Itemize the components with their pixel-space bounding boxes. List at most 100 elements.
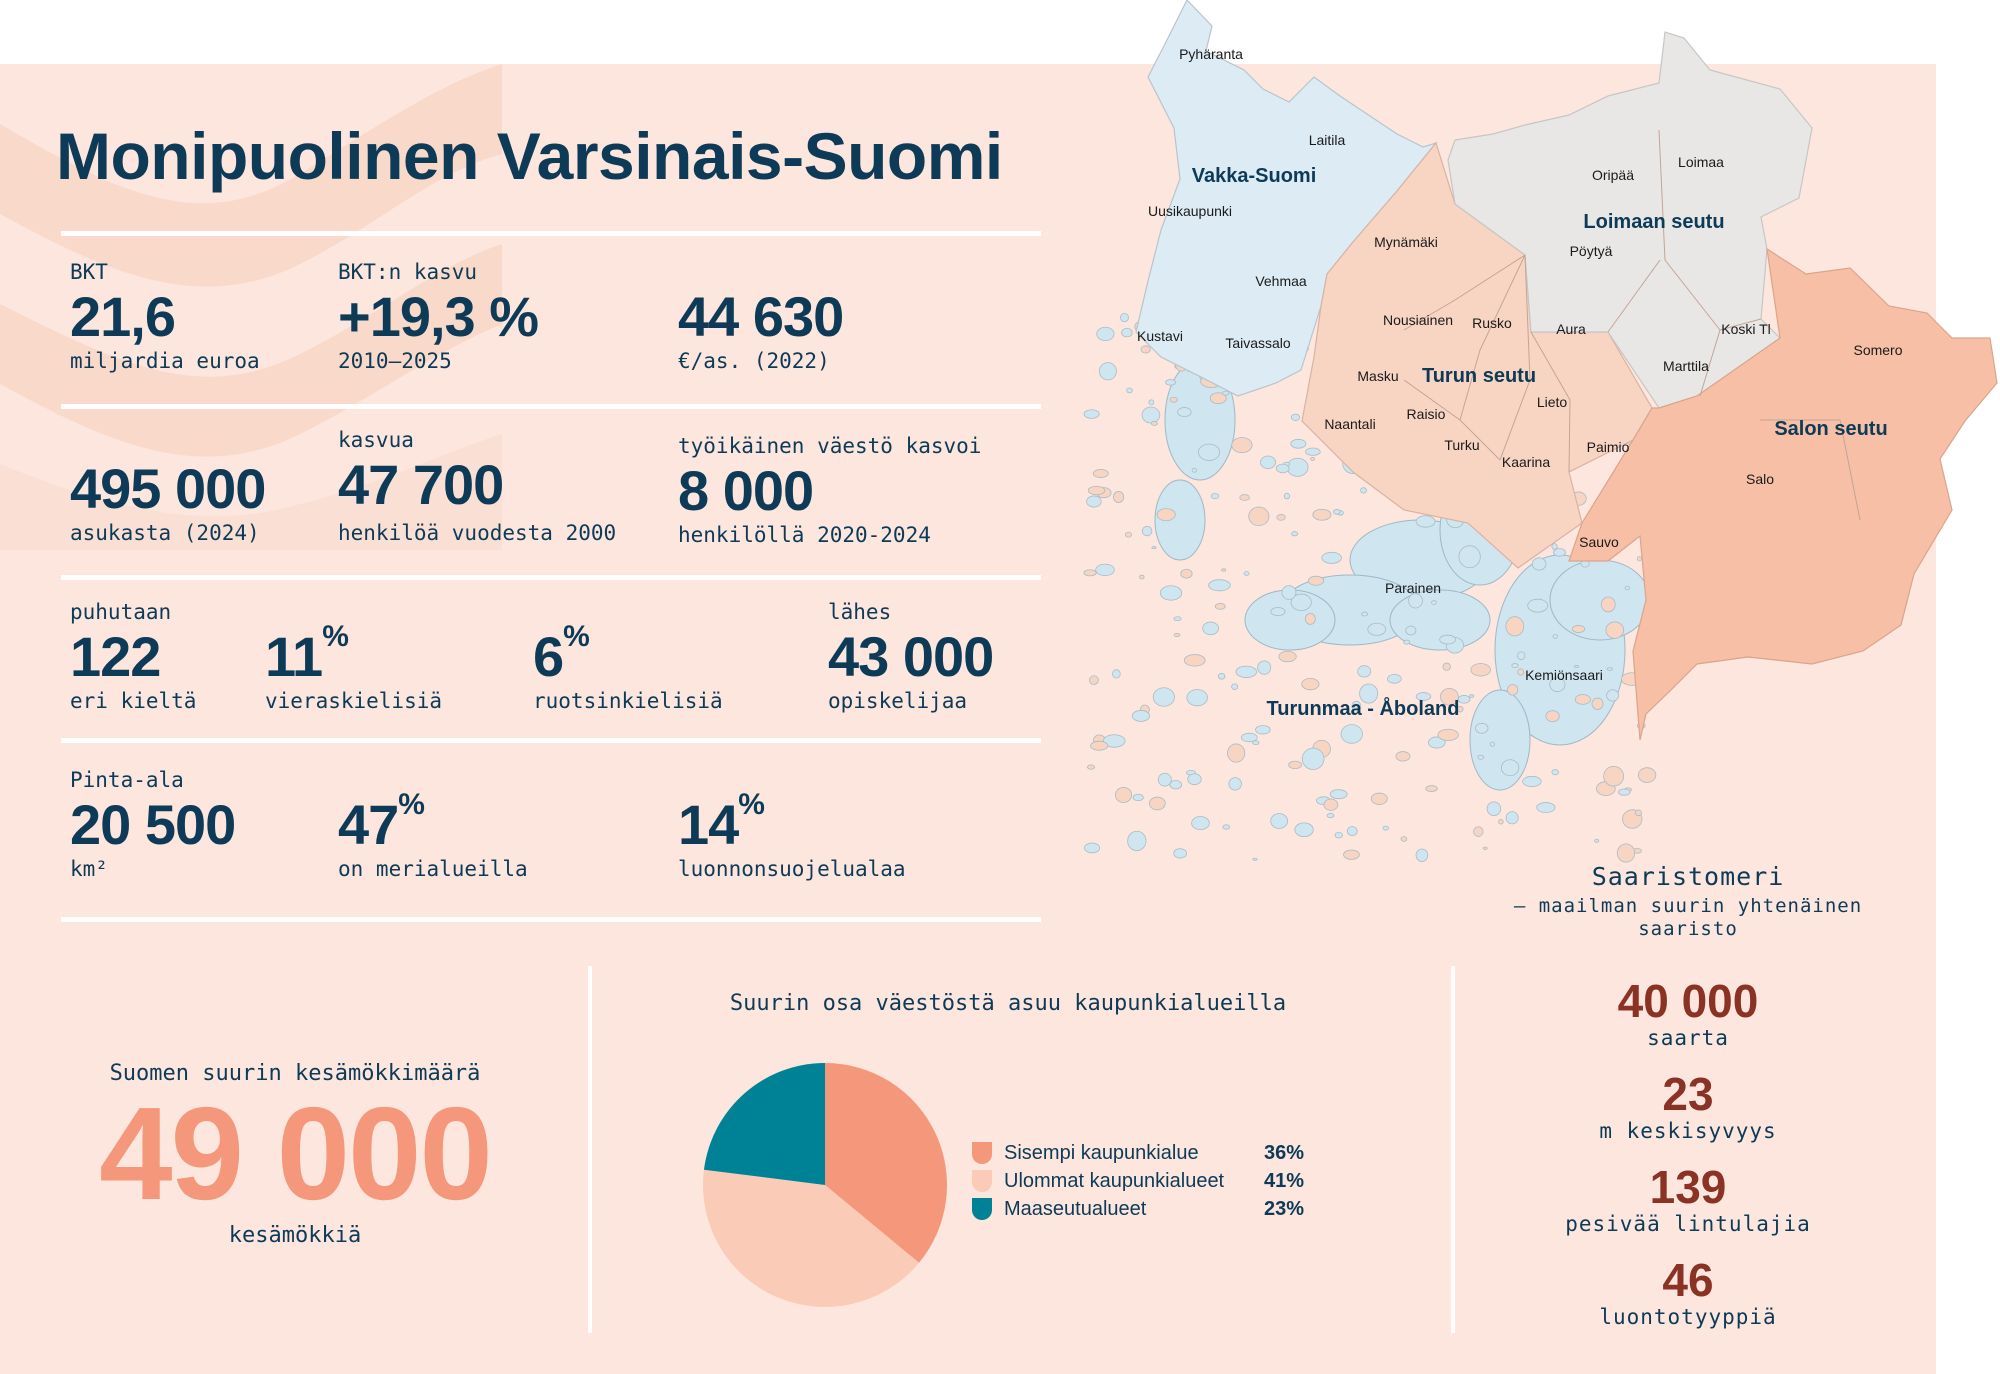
island: [1359, 683, 1379, 704]
island: [1606, 667, 1613, 671]
island: [1235, 665, 1257, 678]
island: [1098, 362, 1117, 381]
island: [1260, 455, 1277, 469]
island: [1290, 438, 1307, 449]
fact-habitats-value: 46: [1662, 1254, 1714, 1306]
island: [1307, 575, 1325, 586]
stat-sub: luonnonsuojelualaa: [678, 857, 906, 881]
map-label-mynamaki: Mynämäki: [1374, 234, 1438, 250]
stat-gdp-growth: BKT:n kasvu +19,3 % 2010–2025: [338, 258, 539, 374]
island: [1428, 736, 1446, 749]
island: [1395, 751, 1411, 762]
island: [1403, 639, 1411, 645]
island: [1087, 764, 1096, 770]
divider: [61, 917, 1041, 922]
island: [1437, 728, 1459, 741]
island: [1387, 673, 1402, 684]
island: [1151, 546, 1157, 550]
stat-label: kasvua: [338, 428, 414, 452]
map-label-naantali: Naantali: [1324, 416, 1376, 432]
island: [1240, 732, 1258, 743]
decorative-wave: [0, 64, 502, 550]
map-label-turku: Turku: [1444, 437, 1480, 453]
map-label-nousiainen: Nousiainen: [1382, 312, 1454, 328]
divider: [61, 231, 1041, 236]
island: [1281, 585, 1297, 600]
island: [1276, 514, 1286, 521]
stat-sub: asukasta (2024): [70, 521, 260, 545]
stat-sub: henkilöä vuodesta 2000: [338, 521, 617, 545]
map-label-raisio: Raisio: [1406, 406, 1446, 422]
island: [1187, 773, 1202, 786]
island: [1159, 585, 1183, 601]
island: [1126, 387, 1133, 394]
island: [1283, 492, 1291, 500]
island: [1440, 687, 1459, 706]
archipelago-title: Saaristomeri: [1591, 862, 1785, 891]
island: [1415, 515, 1436, 528]
map-label-parainen: Parainen: [1384, 580, 1442, 596]
island: [1148, 399, 1155, 406]
island: [1591, 697, 1604, 710]
island: [1255, 725, 1271, 735]
legend-label: Sisempi kaupunkialue: [1004, 1141, 1199, 1164]
island: [1214, 603, 1226, 610]
map-label-koski-tl: Koski Tl: [1721, 321, 1771, 337]
island: [1457, 695, 1471, 704]
legend-label: Maaseutualueet: [1004, 1197, 1147, 1220]
legend-item: Maaseutualueet 23%: [972, 1196, 1304, 1222]
map-label-kaarina: Kaarina: [1501, 454, 1551, 470]
island: [1334, 832, 1343, 839]
stat-label: [678, 766, 906, 794]
map-label-vakka-suomi: Vakka-Suomi: [1191, 165, 1317, 187]
pie-slice-2: [703, 1169, 920, 1307]
island: [1154, 479, 1206, 561]
legend-swatch: [972, 1198, 992, 1220]
island: [1551, 543, 1558, 550]
island: [1425, 785, 1438, 792]
island: [1173, 848, 1187, 859]
island: [1475, 722, 1489, 734]
map-label-loimaan-seutu: Loimaan seutu: [1583, 211, 1725, 233]
stat-value: 47%: [338, 788, 425, 856]
stat-label: [70, 430, 265, 458]
island: [1288, 760, 1303, 770]
island: [1470, 663, 1491, 677]
island: [1089, 675, 1099, 685]
map-label-marttila: Marttila: [1663, 358, 1709, 374]
fact-islands-value: 40 000: [1617, 975, 1759, 1027]
island: [1209, 392, 1227, 405]
island: [1527, 598, 1549, 613]
island: [1340, 724, 1363, 744]
map-label-paimio: Paimio: [1586, 439, 1630, 455]
island: [1231, 437, 1253, 454]
island: [1357, 665, 1372, 678]
municipality-borders: [1403, 129, 1861, 521]
island: [1252, 740, 1260, 746]
map-label-somero: Somero: [1853, 342, 1903, 358]
stat-swedish-speaking: 6% ruotsinkielisiä: [533, 598, 723, 714]
island: [1210, 493, 1220, 500]
stat-sub: 2010–2025: [338, 349, 452, 373]
island: [1323, 798, 1339, 811]
island: [1551, 769, 1559, 776]
stat-sub: ruotsinkielisiä: [533, 689, 723, 713]
map-label-aura: Aura: [1556, 321, 1586, 337]
island: [1239, 494, 1250, 501]
island: [1482, 846, 1488, 850]
stat-foreign-language: 11% vieraskielisiä: [265, 598, 442, 714]
island: [1127, 830, 1147, 852]
island: [1096, 326, 1115, 342]
island: [1290, 593, 1312, 612]
stat-label: [265, 598, 442, 626]
island: [1505, 616, 1525, 637]
island: [1083, 409, 1100, 419]
island: [1092, 469, 1109, 478]
island: [1191, 467, 1198, 473]
stat-sub: opiskelijaa: [828, 689, 968, 713]
island: [1222, 390, 1230, 396]
divider: [61, 404, 1041, 409]
island: [1257, 660, 1272, 675]
island: [1248, 506, 1270, 526]
island: [1489, 741, 1495, 747]
